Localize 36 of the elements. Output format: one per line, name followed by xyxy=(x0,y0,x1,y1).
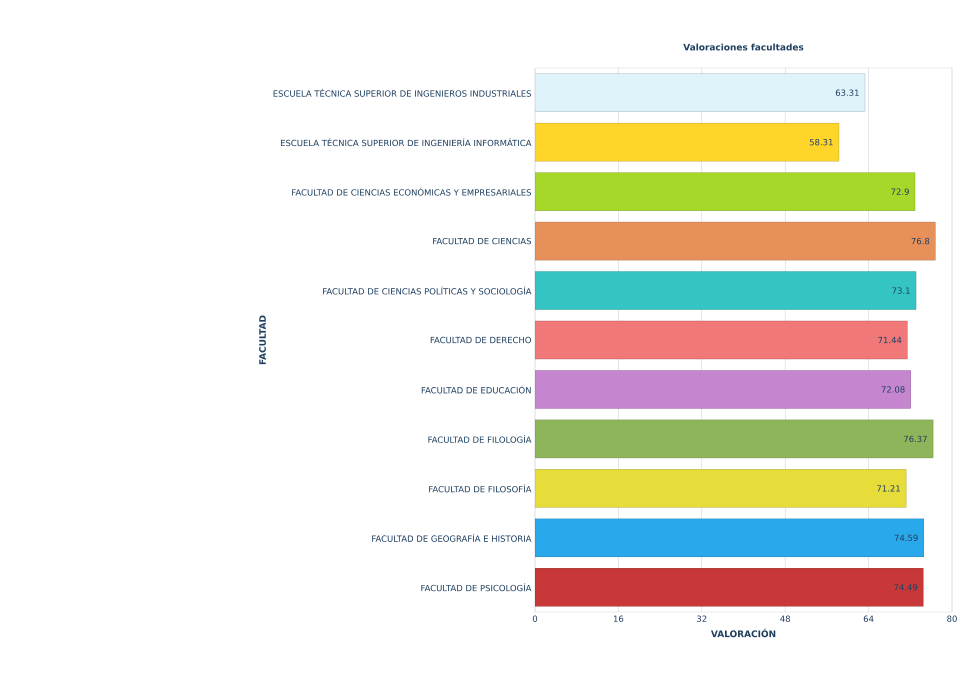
y-tick-label: FACULTAD DE CIENCIAS xyxy=(433,238,532,244)
y-tick-label: FACULTAD DE PSICOLOGÍA xyxy=(421,583,532,592)
data-label: 74.49 xyxy=(894,584,918,590)
data-label: 71.21 xyxy=(877,485,900,492)
data-label: 63.31 xyxy=(836,90,859,96)
data-label: 76.8 xyxy=(912,238,930,244)
x-tick-label: 32 xyxy=(697,616,706,622)
bar xyxy=(535,469,906,508)
y-axis-title: FACULTAD xyxy=(259,316,266,364)
chart-title: Valoraciones facultades xyxy=(683,44,804,50)
y-tick-label: FACULTAD DE EDUCACIÓN xyxy=(422,385,531,394)
y-tick-label: FACULTAD DE DERECHO xyxy=(430,336,532,344)
data-label: 72.08 xyxy=(882,386,905,393)
data-label: 74.59 xyxy=(894,534,918,542)
data-label: 71.44 xyxy=(878,336,902,344)
y-tick-label: ESCUELA TÉCNICA SUPERIOR DE INGENIEROS INDUSTRIALES xyxy=(274,88,532,97)
x-tick-label: 16 xyxy=(614,616,624,622)
data-label: 58.31 xyxy=(810,138,833,146)
y-tick-label: FACULTAD DE FILOLOGÍA xyxy=(428,434,532,443)
y-tick-label: ESCUELA TÉCNICA SUPERIOR DE INGENIERÍA INFORMÁTICA xyxy=(280,138,532,146)
bar xyxy=(535,271,916,310)
x-tick-label: 48 xyxy=(780,616,790,622)
x-tick-label: 64 xyxy=(864,616,874,622)
bar xyxy=(535,74,866,112)
x-axis-title: VALORACIÓN xyxy=(710,628,776,638)
x-tick-label: 80 xyxy=(947,616,957,622)
data-label: 72.9 xyxy=(891,188,909,195)
y-tick-label: FACULTAD DE FILOSOFÍA xyxy=(429,484,532,492)
y-tick-label: FACULTAD DE GEOGRAFÍA E HISTORIA xyxy=(372,534,532,542)
y-tick-label: FACULTAD DE CIENCIAS ECONÓMICAS Y EMPRESARIALES xyxy=(292,188,532,196)
bar xyxy=(535,568,924,606)
data-label: 76.37 xyxy=(904,436,927,442)
x-tick-label: 0 xyxy=(532,616,538,622)
y-tick-label: FACULTAD DE CIENCIAS POLÍTICAS Y SOCIOLOGÍA xyxy=(323,286,532,295)
bar xyxy=(535,370,911,409)
data-label: 73.1 xyxy=(892,287,910,294)
